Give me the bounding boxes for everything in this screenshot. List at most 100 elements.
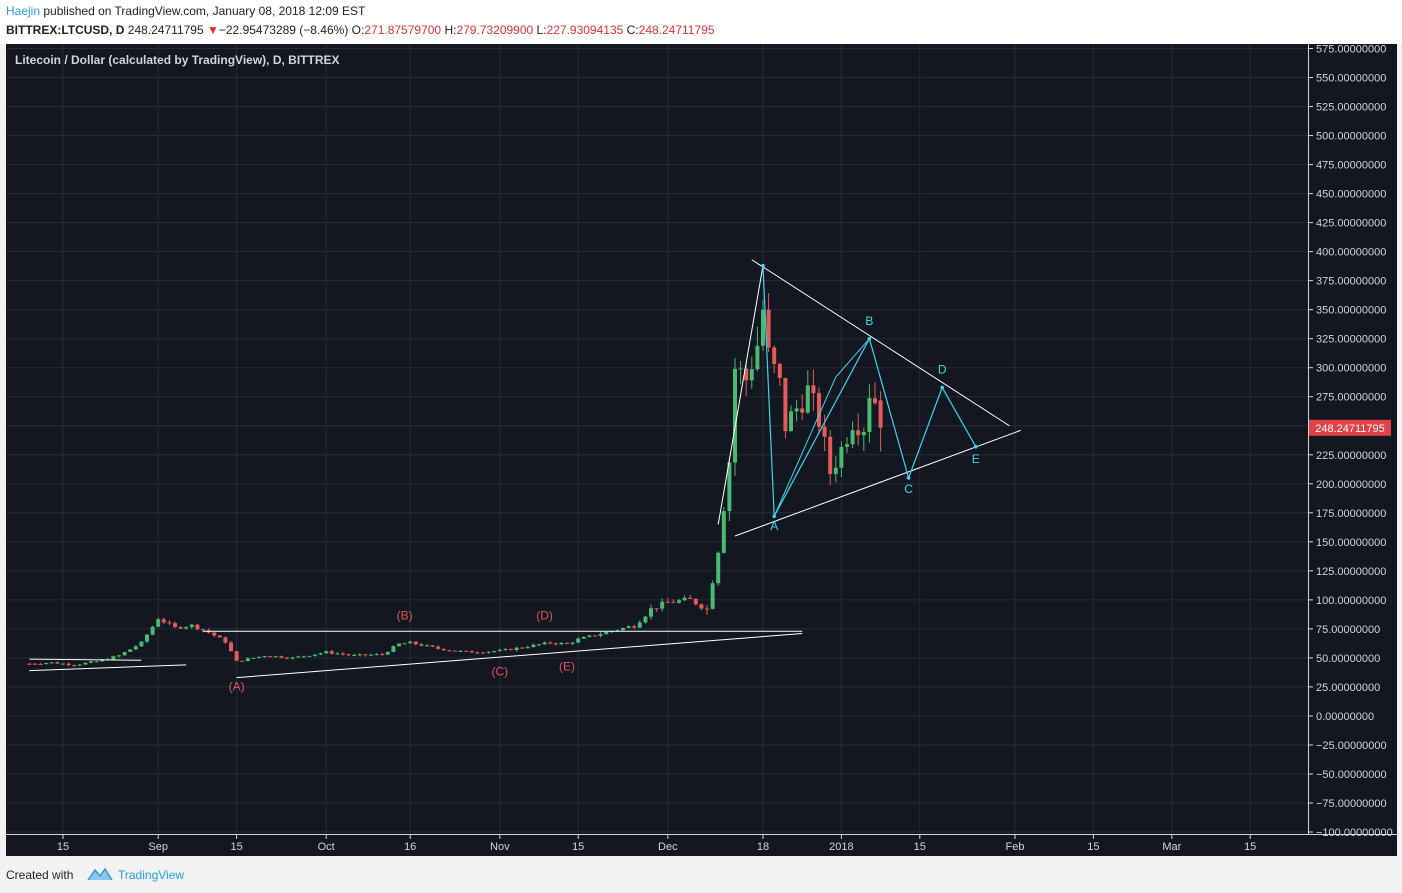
candle-body: [229, 642, 233, 652]
candle-body: [492, 651, 497, 653]
y-tick-label: 350.00000000: [1316, 305, 1386, 317]
y-tick-label: −25.00000000: [1316, 740, 1387, 752]
wave-label: C: [904, 482, 913, 496]
candles: [27, 293, 883, 667]
old-triangle-lower: [236, 633, 803, 679]
publish-header: Haejin published on TradingView.com, Jan…: [0, 0, 1402, 44]
candle-body: [458, 650, 463, 652]
wave-label: (C): [491, 664, 508, 678]
y-tick-label: 0.00000000: [1316, 711, 1374, 723]
candle-body: [352, 654, 357, 656]
candle-body: [212, 632, 217, 636]
candle-body: [593, 635, 597, 637]
ohlc-line: BITTREX:LTCUSD, D 248.24711795 ▼−22.9547…: [6, 23, 715, 37]
candle-body: [693, 598, 698, 605]
y-tick-label: 225.00000000: [1316, 450, 1386, 462]
close-value: 248.24711795: [638, 23, 715, 37]
candle-body: [89, 661, 93, 663]
y-tick-label: 75.00000000: [1316, 624, 1380, 636]
candle-body: [503, 648, 508, 651]
candle-body: [178, 626, 183, 629]
candle-body: [475, 652, 480, 654]
candle-body: [296, 656, 301, 658]
chart-area[interactable]: (A) (B) (C) (D) (E) A B C D E 575.00000000 550.000…: [6, 44, 1397, 856]
y-tick-label: 300.00000000: [1316, 363, 1386, 375]
candle-body: [385, 651, 390, 655]
price-badge: [1309, 419, 1391, 436]
candle-body: [122, 652, 127, 656]
candle-body: [581, 636, 586, 639]
candle-body: [245, 658, 250, 662]
x-tick-label: 15: [230, 841, 242, 853]
candle-body: [33, 663, 37, 665]
tradingview-link[interactable]: TradingView: [118, 868, 185, 882]
tradingview-logo-icon[interactable]: [87, 866, 113, 882]
published-text: published on TradingView.com, January 08…: [43, 4, 366, 18]
candle-body: [514, 647, 519, 651]
candle-body: [727, 462, 732, 512]
low-value: 227.93094135: [546, 23, 624, 37]
candle-body: [184, 627, 189, 629]
wave-label: (D): [536, 609, 553, 623]
candle-body: [441, 648, 446, 651]
y-tick-label: 25.00000000: [1316, 682, 1380, 694]
candle-body: [654, 608, 659, 610]
x-tick-label: 18: [757, 841, 769, 853]
y-tick-label: 325.00000000: [1316, 334, 1386, 346]
candle-body: [357, 654, 362, 656]
candle-body: [509, 648, 513, 651]
candle-body: [570, 642, 575, 644]
y-tick-label: 150.00000000: [1316, 537, 1386, 549]
low-label: L:: [536, 23, 547, 37]
candle-body: [643, 616, 648, 623]
candle-body: [761, 309, 765, 346]
x-tick-label: 15: [1087, 841, 1099, 853]
wave-point: [974, 444, 978, 449]
candle-body: [61, 663, 65, 665]
candle-body: [133, 646, 138, 650]
candle-body: [542, 642, 547, 645]
candle-body: [520, 647, 525, 649]
wave-path: [762, 265, 977, 519]
candle-body: [537, 644, 541, 646]
x-tick-label: 15: [1244, 841, 1256, 853]
candle-body: [436, 646, 441, 649]
x-tick-label: Oct: [318, 841, 335, 853]
candle-body: [38, 663, 43, 665]
candle-body: [850, 430, 855, 445]
early-lower-trendline: [29, 664, 187, 672]
y-tick-label: 425.00000000: [1316, 218, 1386, 230]
candle-body: [688, 597, 693, 599]
x-tick-label: Dec: [658, 841, 678, 853]
candle-body: [716, 552, 721, 584]
candle-body: [553, 643, 558, 645]
candle-body: [346, 654, 351, 656]
candle-body: [234, 651, 239, 661]
wave-point: [772, 514, 776, 519]
candle-body: [307, 655, 312, 657]
candle-body: [721, 511, 726, 553]
x-tick-label: Feb: [1006, 841, 1025, 853]
candle-body: [811, 385, 816, 394]
candle-body: [240, 660, 245, 662]
wave-label: (A): [229, 679, 245, 693]
author-link[interactable]: Haejin: [6, 4, 41, 18]
chart-svg[interactable]: (A) (B) (C) (D) (E) A B C D E 575.00000000 550.000…: [6, 44, 1397, 856]
candle-body: [341, 653, 345, 655]
candle-body: [755, 345, 760, 370]
candle-body: [839, 446, 844, 468]
x-tick-label: 15: [572, 841, 584, 853]
candle-body: [749, 369, 754, 381]
y-tick-label: 400.00000000: [1316, 247, 1386, 259]
grid-lines: [6, 44, 1308, 834]
candle-body: [72, 665, 77, 667]
candle-body: [677, 600, 681, 603]
candle-body: [861, 431, 866, 436]
chart-title: Litecoin / Dollar (calculated by Trading…: [15, 53, 340, 67]
candle-body: [626, 626, 631, 628]
wave-inner-path: [773, 338, 870, 517]
candle-body: [189, 624, 194, 628]
candle-body: [301, 656, 306, 658]
y-tick-label: 375.00000000: [1316, 276, 1386, 288]
y-tick-label: 550.00000000: [1316, 73, 1386, 85]
